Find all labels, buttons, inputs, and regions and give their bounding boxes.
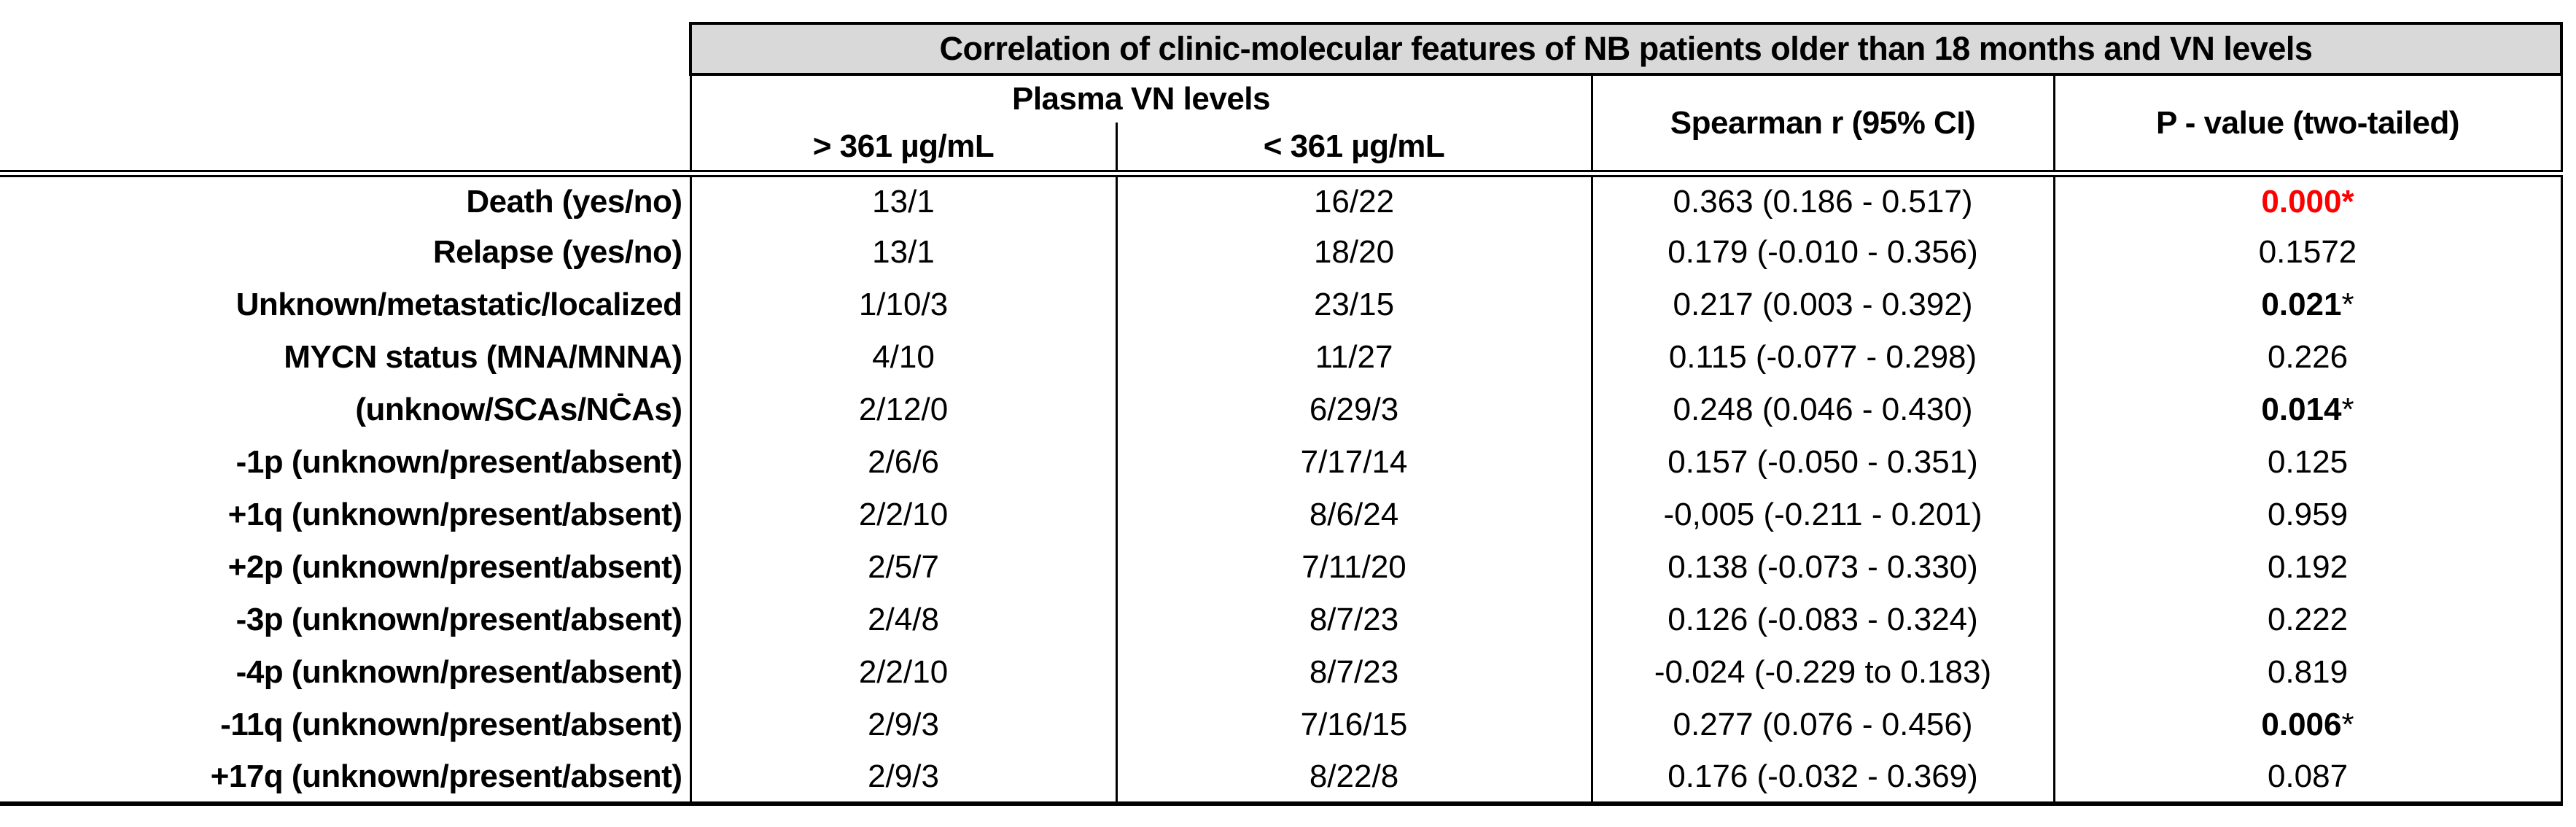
row-label-text: MYCN status (MNA/MNNA) — [284, 339, 682, 375]
cell-high: 2/9/3 — [690, 699, 1118, 751]
row-label: (unknow/SCAs/NCAs) — [0, 384, 692, 436]
cell-pvalue: 0.222 — [2054, 594, 2563, 646]
significance-asterisk: * — [2341, 392, 2354, 427]
cell-low: 7/11/20 — [1116, 541, 1593, 594]
cell-high: 1/10/3 — [690, 279, 1118, 331]
cell-low: 8/7/23 — [1116, 594, 1593, 646]
cell-spearman: 0.176 (-0.032 - 0.369) — [1592, 751, 2055, 806]
cell-spearman: 0.277 (0.076 - 0.456) — [1592, 699, 2055, 751]
table-title: Correlation of clinic-molecular features… — [689, 22, 2563, 76]
row-label: Death (yes/no) — [0, 174, 692, 226]
pvalue-text: 0.125 — [2267, 444, 2349, 480]
header-spearman: Spearman r (95% CI) — [1592, 74, 2055, 177]
cell-low: 6/29/3 — [1116, 384, 1593, 436]
row-label: -1p (unknown/present/absent) — [0, 436, 692, 489]
cell-high: 13/1 — [690, 174, 1118, 226]
header-plasma-group: Plasma VN levels — [689, 74, 1593, 123]
cell-low: 23/15 — [1116, 279, 1593, 331]
cell-low: 8/7/23 — [1116, 646, 1593, 699]
cell-pvalue: 0.192 — [2054, 541, 2563, 594]
cell-high: 4/10 — [690, 331, 1118, 384]
cell-high: 2/2/10 — [690, 489, 1118, 541]
cell-high: 2/9/3 — [690, 751, 1118, 806]
cell-high: 2/12/0 — [690, 384, 1118, 436]
row-label: -11q (unknown/present/absent) — [0, 699, 692, 751]
header-pvalue: P - value (two-tailed) — [2054, 74, 2563, 177]
cell-low: 8/6/24 — [1116, 489, 1593, 541]
cell-spearman: 0.126 (-0.083 - 0.324) — [1592, 594, 2055, 646]
header-high-vn: > 361 µg/mL — [689, 123, 1118, 177]
cell-low: 8/22/8 — [1116, 751, 1593, 806]
cell-spearman: -0,005 (-0.211 - 0.201) — [1592, 489, 2055, 541]
significance-asterisk: * — [2341, 707, 2354, 742]
row-label: +1q (unknown/present/absent) — [0, 489, 692, 541]
pvalue-text: 0.021 — [2261, 287, 2342, 322]
cell-spearman: 0.115 (-0.077 - 0.298) — [1592, 331, 2055, 384]
cell-pvalue: 0.226 — [2054, 331, 2563, 384]
pvalue-text: 0.087 — [2267, 758, 2349, 794]
cell-low: 18/20 — [1116, 226, 1593, 279]
cell-high: 2/5/7 — [690, 541, 1118, 594]
cell-spearman: 0.179 (-0.010 - 0.356) — [1592, 226, 2055, 279]
row-label: +2p (unknown/present/absent) — [0, 541, 692, 594]
cell-spearman: 0.217 (0.003 - 0.392) — [1592, 279, 2055, 331]
row-label: Unknown/metastatic/localized — [0, 279, 692, 331]
cell-high: 2/6/6 — [690, 436, 1118, 489]
pvalue-text: 0.006 — [2261, 707, 2342, 742]
cell-pvalue: 0.819 — [2054, 646, 2563, 699]
cell-low: 16/22 — [1116, 174, 1593, 226]
row-label: -3p (unknown/present/absent) — [0, 594, 692, 646]
header-low-vn: < 361 µg/mL — [1116, 123, 1593, 177]
cell-pvalue: 0.021* — [2054, 279, 2563, 331]
cell-pvalue: 0.087 — [2054, 751, 2563, 806]
cell-spearman: -0.024 (-0.229 to 0.183) — [1592, 646, 2055, 699]
corner-spacer — [0, 74, 690, 123]
correlation-table: Correlation of clinic-molecular features… — [0, 22, 2563, 806]
cell-low: 7/16/15 — [1116, 699, 1593, 751]
pvalue-text: 0.1572 — [2258, 234, 2357, 270]
row-label: +17q (unknown/present/absent) — [0, 751, 692, 806]
corner-spacer — [0, 123, 690, 177]
corner-spacer — [0, 23, 690, 74]
pvalue-text: 0.819 — [2267, 654, 2349, 690]
cell-pvalue: 0.000* — [2054, 174, 2563, 226]
cell-low: 11/27 — [1116, 331, 1593, 384]
pvalue-text: 0.959 — [2267, 497, 2349, 532]
row-label: -4p (unknown/present/absent) — [0, 646, 692, 699]
row-label: Relapse (yes/no) — [0, 226, 692, 279]
pvalue-text: 0.014 — [2261, 392, 2342, 427]
cell-spearman: 0.248 (0.046 - 0.430) — [1592, 384, 2055, 436]
significance-asterisk: * — [2341, 287, 2354, 322]
cell-high: 2/2/10 — [690, 646, 1118, 699]
cell-pvalue: 0.006* — [2054, 699, 2563, 751]
cell-pvalue: 0.125 — [2054, 436, 2563, 489]
row-label: MYCN status (MNA/MNNA) - — [0, 331, 692, 405]
cell-pvalue: 0.014* — [2054, 384, 2563, 436]
cell-high: 13/1 — [690, 226, 1118, 279]
pvalue-text: 0.222 — [2267, 602, 2349, 637]
pvalue-text: 0.226 — [2267, 339, 2349, 375]
pvalue-text: 0.192 — [2267, 549, 2349, 585]
cell-high: 2/4/8 — [690, 594, 1118, 646]
cell-pvalue: 0.959 — [2054, 489, 2563, 541]
cell-spearman: 0.138 (-0.073 - 0.330) — [1592, 541, 2055, 594]
cell-spearman: 0.157 (-0.050 - 0.351) — [1592, 436, 2055, 489]
significance-asterisk: * — [2341, 183, 2354, 220]
pvalue-text: 0.000 — [2261, 183, 2342, 220]
cell-pvalue: 0.1572 — [2054, 226, 2563, 279]
cell-spearman: 0.363 (0.186 - 0.517) — [1592, 174, 2055, 226]
cell-low: 7/17/14 — [1116, 436, 1593, 489]
